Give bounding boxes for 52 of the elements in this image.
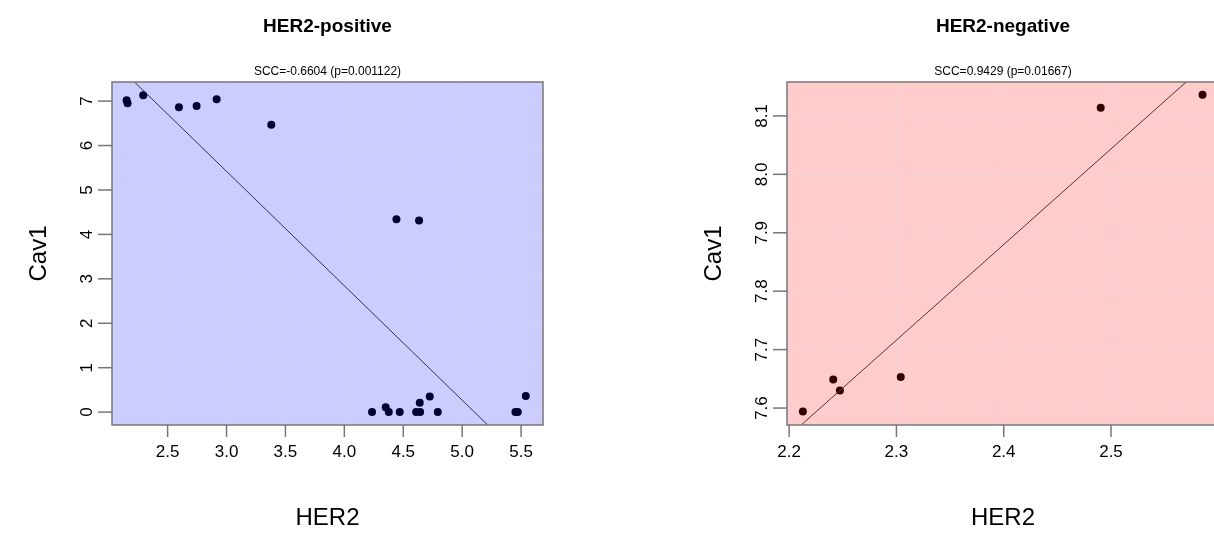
x-tick-label: 2.4 — [991, 442, 1016, 461]
y-tick-label: 1 — [77, 362, 96, 373]
y-tick-label: 8.0 — [752, 162, 771, 187]
point — [416, 408, 425, 417]
chart-title: HER2-positive — [263, 15, 392, 36]
point — [521, 392, 530, 401]
point — [395, 408, 404, 417]
x-axis-title: HER2 — [295, 503, 360, 530]
point — [212, 95, 221, 104]
y-tick-label: 7.9 — [752, 220, 771, 245]
point — [392, 215, 401, 224]
y-tick-label: 7 — [77, 96, 96, 106]
point — [425, 392, 434, 401]
x-tick-label: 3.5 — [273, 442, 298, 461]
point — [829, 375, 838, 384]
point — [192, 101, 201, 110]
x-tick-label: 2.5 — [1099, 442, 1123, 461]
y-tick-label: 3 — [77, 274, 96, 284]
y-tick-label: 2 — [77, 318, 96, 328]
x-tick-label: 3.0 — [214, 442, 239, 461]
point — [368, 408, 377, 417]
x-tick-label: 2.3 — [884, 442, 909, 461]
x-tick-label: 5.0 — [450, 442, 474, 461]
x-tick-label: 5.5 — [509, 442, 533, 461]
chart-title: HER2-negative — [935, 15, 1071, 36]
point — [174, 103, 183, 112]
point — [384, 408, 393, 417]
point — [896, 373, 905, 382]
point — [415, 216, 424, 225]
y-tick-label: 5 — [77, 185, 96, 195]
y-tick-label: 7.6 — [752, 396, 771, 420]
point — [415, 398, 424, 407]
y-tick-label: 0 — [77, 407, 96, 417]
point — [267, 120, 276, 129]
y-tick-label: 7.8 — [752, 279, 771, 304]
chart-subtitle: SCC=0.9429 (p=0.01667) — [934, 64, 1072, 78]
point — [1198, 90, 1207, 99]
point — [798, 407, 807, 416]
y-tick-label: 4 — [77, 229, 96, 240]
y-tick-label: 7.7 — [752, 337, 771, 362]
y-tick-label: 6 — [77, 140, 96, 151]
y-tick-label: 8.1 — [752, 104, 771, 128]
x-axis-title: HER2 — [970, 503, 1036, 530]
point — [433, 408, 442, 417]
x-tick-label: 4.5 — [391, 442, 416, 461]
x-tick-label: 2.2 — [777, 442, 801, 461]
point — [1096, 103, 1105, 112]
x-tick-label: 2.5 — [155, 442, 180, 461]
y-axis-title: Cav1 — [24, 225, 51, 282]
x-tick-label: 4.0 — [332, 442, 357, 461]
y-axis-title: Cav1 — [699, 225, 726, 282]
chart-subtitle: SCC=-0.6604 (p=0.001122) — [253, 64, 402, 78]
